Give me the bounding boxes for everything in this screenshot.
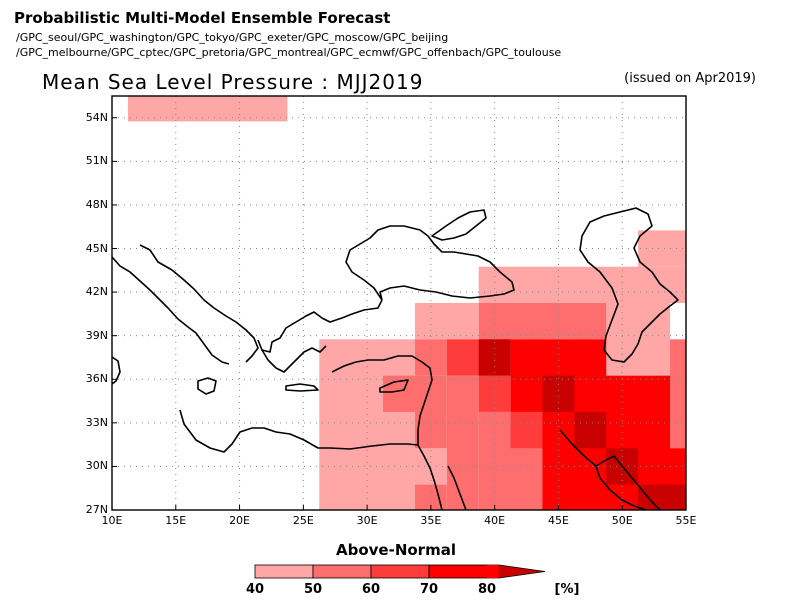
- probability-cell-c40: [319, 339, 415, 510]
- x-tick-label: 55E: [675, 514, 697, 527]
- probability-cell-c40: [638, 230, 686, 267]
- y-tick-label: 42N: [85, 285, 108, 299]
- y-tick-label: 27N: [85, 503, 108, 516]
- coastline-persian-gulf: [559, 429, 661, 511]
- probability-cell-c80: [638, 484, 686, 510]
- y-tick-label: 36N: [85, 372, 108, 386]
- x-tick-label: 30E: [356, 514, 378, 527]
- probability-cell-c50: [478, 303, 543, 340]
- y-tick-label: 39N: [85, 328, 108, 342]
- coastline-azov: [431, 209, 487, 241]
- gpc-centers-line-2: /GPC_melbourne/GPC_cptec/GPC_pretoria/GP…: [16, 46, 562, 59]
- probability-cell-c60: [510, 411, 543, 449]
- probability-cell-c80: [574, 411, 607, 449]
- probability-cell-c40: [127, 96, 288, 122]
- coastline-caspian: [579, 207, 679, 363]
- probability-cell-c50: [542, 303, 607, 340]
- x-tick-label: 45E: [547, 514, 569, 527]
- x-tick-label: 15E: [165, 514, 187, 527]
- issued-date: (issued on Apr2019): [624, 71, 756, 86]
- probability-cell-c80: [478, 339, 511, 376]
- coastline-north-africa: [179, 409, 419, 453]
- x-tick-label: 35E: [420, 514, 442, 527]
- gpc-centers-line-1: /GPC_seoul/GPC_washington/GPC_tokyo/GPC_…: [16, 31, 449, 44]
- probability-cell-c60: [478, 375, 511, 412]
- coastline-sinai-east: [447, 465, 467, 511]
- legend-title: Above-Normal: [336, 541, 456, 559]
- map-title: Mean Sea Level Pressure : MJJ2019: [42, 70, 424, 94]
- map-frame: [111, 95, 687, 511]
- x-tick-label: 40E: [484, 514, 506, 527]
- coastline-crete: [285, 383, 319, 392]
- probability-cell-c40: [414, 303, 479, 340]
- y-tick-label: 54N: [85, 110, 108, 124]
- probability-cell-c60: [446, 339, 479, 376]
- x-tick-label: 25E: [292, 514, 314, 527]
- coastline-sardinia: [111, 356, 121, 385]
- y-tick-label: 30N: [85, 459, 108, 473]
- probability-cell-c50: [414, 375, 447, 449]
- probability-cell-c50: [446, 375, 479, 510]
- coastline-cyprus: [379, 379, 409, 393]
- x-tick-label: 20E: [229, 514, 251, 527]
- coastlines: [111, 207, 679, 511]
- coastline-red-sea: [417, 444, 443, 511]
- y-tick-label: 48N: [85, 197, 108, 211]
- axis-ticks: [111, 117, 687, 511]
- probability-cell-c80: [542, 375, 575, 412]
- coastline-black-sea: [345, 225, 515, 301]
- x-tick-label: 10E: [101, 514, 123, 527]
- coastline-balkans: [257, 299, 383, 353]
- y-tick-label: 33N: [85, 415, 108, 429]
- product-title: Probabilistic Multi-Model Ensemble Forec…: [14, 9, 391, 27]
- y-tick-label: 51N: [85, 154, 108, 168]
- coastline-greece: [261, 345, 327, 373]
- probability-cell-c50: [670, 339, 686, 449]
- coastline-turkey-levant: [331, 355, 433, 445]
- coastline-persian-gulf-west: [595, 465, 647, 511]
- coastline-europe-west: [111, 256, 230, 365]
- x-tick-label: 50E: [611, 514, 633, 527]
- coastline-adriatic: [139, 244, 259, 363]
- coastline-sicily: [197, 377, 217, 395]
- y-tick-label: 45N: [85, 241, 108, 255]
- probability-cell-c40: [478, 266, 686, 303]
- probability-shading: [127, 96, 686, 510]
